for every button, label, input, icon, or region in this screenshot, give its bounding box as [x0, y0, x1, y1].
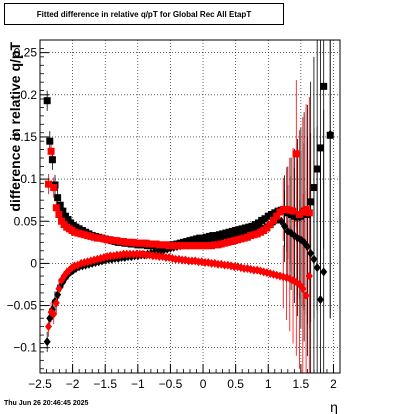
square-marker [307, 198, 315, 206]
diamond-marker [299, 284, 307, 294]
x-axis-title: η [330, 399, 338, 414]
x-tick-labels: −2.5 −2 −1.5 −1 −0.5 0 0.5 1 1.5 2 [28, 377, 337, 391]
diamond-marker [310, 254, 318, 264]
diamond-marker [55, 284, 63, 294]
square-marker [313, 165, 321, 173]
diamond-marker [326, 129, 334, 139]
diamond-marker [320, 267, 328, 277]
square-marker [59, 207, 67, 215]
x-tick-label: 1 [265, 377, 272, 391]
diamond-marker [90, 255, 98, 265]
y-tick-label: 0.25 [14, 46, 38, 60]
grid-lines [40, 40, 340, 373]
square-marker [316, 144, 324, 152]
y-tick-label: 0.15 [14, 130, 38, 144]
square-marker [44, 180, 52, 188]
y-tick-label: 0 [30, 256, 37, 270]
x-tick-label: 2 [330, 377, 337, 391]
diamond-marker [303, 242, 311, 252]
chart-title: Fitted difference in relative q/pT for G… [4, 3, 284, 25]
y-tick-label: 0.05 [14, 214, 38, 228]
timestamp-footer: Thu Jun 26 20:46:45 2025 [4, 400, 89, 407]
square-marker [289, 207, 297, 215]
square-marker [266, 221, 274, 229]
square-marker [47, 147, 55, 155]
y-tick-label: 0.1 [20, 172, 37, 186]
plot-frame [39, 39, 341, 374]
axis-ticks [39, 48, 341, 373]
y-tick-label: −0.1 [13, 341, 37, 355]
y-tick-label: 0.2 [20, 88, 37, 102]
diamond-marker [50, 309, 58, 319]
diamond-marker [316, 295, 324, 305]
square-marker [56, 201, 64, 209]
x-tick-label: −1.5 [93, 377, 117, 391]
square-marker [52, 204, 60, 212]
square-marker [292, 150, 300, 158]
diamond-marker [313, 263, 321, 273]
y-tick-labels: −0.1 −0.05 0 0.05 0.1 0.15 0.2 0.25 [7, 46, 38, 355]
square-marker [320, 82, 328, 90]
x-tick-label: 1.5 [293, 377, 310, 391]
diamond-marker [52, 298, 60, 308]
x-tick-label: −2.5 [28, 377, 52, 391]
square-marker [310, 184, 318, 192]
diamond-marker [307, 248, 315, 258]
diamond-marker [44, 322, 52, 332]
x-tick-label: −2 [66, 377, 80, 391]
diamond-marker [281, 221, 289, 231]
x-tick-label: 0 [200, 377, 207, 391]
x-tick-label: −1 [131, 377, 145, 391]
square-marker [269, 216, 277, 224]
square-marker [54, 194, 62, 202]
square-marker [273, 212, 281, 220]
square-marker [50, 184, 58, 192]
x-tick-label: −0.5 [159, 377, 183, 391]
diamond-marker [305, 271, 313, 281]
x-tick-label: 0.5 [227, 377, 244, 391]
square-marker [48, 156, 56, 164]
square-marker [46, 137, 54, 145]
diamond-marker [302, 290, 310, 300]
diamond-marker [43, 337, 51, 347]
y-axis-title: difference in relative q/pT [7, 42, 23, 212]
square-marker [43, 97, 51, 105]
data-markers [43, 82, 334, 347]
square-marker [55, 211, 63, 219]
square-marker [305, 209, 313, 217]
y-tick-label: −0.05 [7, 299, 38, 313]
